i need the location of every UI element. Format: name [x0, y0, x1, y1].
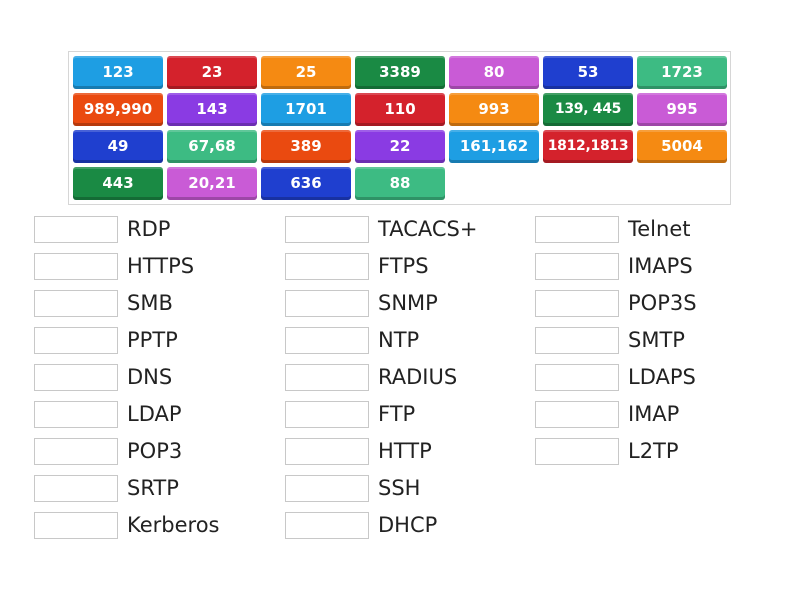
drop-zone[interactable]: [535, 327, 619, 354]
drop-zone[interactable]: [285, 253, 369, 280]
answer-tile[interactable]: 80: [449, 56, 539, 89]
protocol-label: PPTP: [127, 328, 178, 352]
drop-zone[interactable]: [34, 512, 118, 539]
protocol-label: SSH: [378, 476, 421, 500]
answer-tile[interactable]: 143: [167, 93, 257, 126]
protocol-label: LDAPS: [628, 365, 696, 389]
answer-tile[interactable]: 110: [355, 93, 445, 126]
answer-tile[interactable]: 23: [167, 56, 257, 89]
drop-zone[interactable]: [285, 216, 369, 243]
protocol-label: NTP: [378, 328, 420, 352]
answer-tile[interactable]: 389: [261, 130, 351, 163]
protocol-label: IMAPS: [628, 254, 693, 278]
answer-tile[interactable]: 20,21: [167, 167, 257, 200]
answer-tile[interactable]: 25: [261, 56, 351, 89]
drop-zone[interactable]: [285, 327, 369, 354]
drop-zone[interactable]: [285, 438, 369, 465]
drop-zone[interactable]: [34, 401, 118, 428]
answer-tile[interactable]: 443: [73, 167, 163, 200]
protocol-label: FTP: [378, 402, 416, 426]
drop-zone[interactable]: [34, 327, 118, 354]
protocol-label: Kerberos: [127, 513, 220, 537]
protocol-label: SRTP: [127, 476, 179, 500]
protocol-label: DHCP: [378, 513, 438, 537]
answer-tile[interactable]: 995: [637, 93, 727, 126]
protocol-label: HTTPS: [127, 254, 195, 278]
answer-tile[interactable]: 123: [73, 56, 163, 89]
protocol-label: RDP: [127, 217, 171, 241]
answer-tile[interactable]: 161,162: [449, 130, 539, 163]
drop-zone[interactable]: [34, 475, 118, 502]
answer-tile[interactable]: 636: [261, 167, 351, 200]
drop-zone[interactable]: [34, 438, 118, 465]
protocol-label: TACACS+: [378, 217, 478, 241]
protocol-label: SMTP: [628, 328, 685, 352]
answer-tile[interactable]: 5004: [637, 130, 727, 163]
protocol-label: POP3: [127, 439, 183, 463]
answer-tile[interactable]: 3389: [355, 56, 445, 89]
tile-bank: 123 23 25 3389 80 53 1723 989,990 143 1701 110 993 1…: [68, 51, 731, 205]
drop-zone[interactable]: [535, 438, 619, 465]
answer-tile[interactable]: 22: [355, 130, 445, 163]
drop-zone[interactable]: [34, 364, 118, 391]
drop-zone[interactable]: [535, 216, 619, 243]
protocol-label: L2TP: [628, 439, 679, 463]
protocol-label: RADIUS: [378, 365, 458, 389]
answer-tile[interactable]: 67,68: [167, 130, 257, 163]
drop-zone[interactable]: [285, 290, 369, 317]
protocol-label: LDAP: [127, 402, 182, 426]
protocol-label: IMAP: [628, 402, 680, 426]
drop-zone[interactable]: [285, 475, 369, 502]
drop-zone[interactable]: [535, 290, 619, 317]
answer-tile[interactable]: 1701: [261, 93, 351, 126]
drop-zone[interactable]: [34, 216, 118, 243]
protocol-label: FTPS: [378, 254, 429, 278]
drop-zone[interactable]: [34, 253, 118, 280]
drop-zone[interactable]: [285, 401, 369, 428]
protocol-label: Telnet: [628, 217, 691, 241]
drop-zone[interactable]: [535, 364, 619, 391]
protocol-label: SNMP: [378, 291, 438, 315]
protocol-label: DNS: [127, 365, 173, 389]
answer-tile[interactable]: 989,990: [73, 93, 163, 126]
drop-zone[interactable]: [285, 364, 369, 391]
answer-tile[interactable]: 139, 445: [543, 93, 633, 126]
protocol-label: HTTP: [378, 439, 432, 463]
answer-tile[interactable]: 993: [449, 93, 539, 126]
protocol-label: SMB: [127, 291, 173, 315]
answer-tile[interactable]: 88: [355, 167, 445, 200]
answer-tile[interactable]: 1723: [637, 56, 727, 89]
answer-tile[interactable]: 1812,1813: [543, 130, 633, 163]
drop-zone[interactable]: [535, 401, 619, 428]
answer-tile[interactable]: 49: [73, 130, 163, 163]
drop-zone[interactable]: [285, 512, 369, 539]
drop-zone[interactable]: [535, 253, 619, 280]
protocol-label: POP3S: [628, 291, 697, 315]
drop-zone[interactable]: [34, 290, 118, 317]
answer-tile[interactable]: 53: [543, 56, 633, 89]
